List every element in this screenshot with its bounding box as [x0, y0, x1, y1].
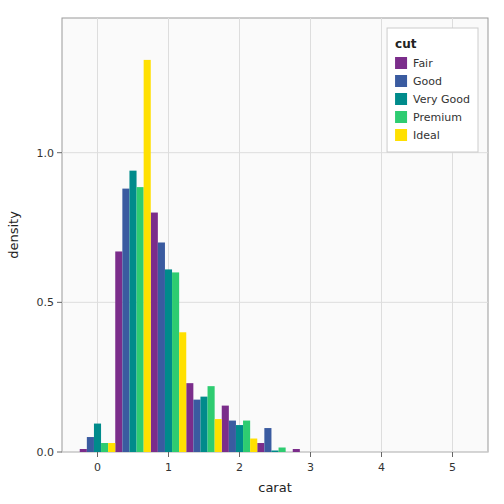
legend-box — [387, 28, 478, 152]
bar — [101, 443, 108, 452]
grid-line — [97, 18, 98, 452]
tick-label: 0.5 — [37, 296, 55, 309]
tick-label: 4 — [378, 461, 385, 474]
bar — [186, 383, 193, 452]
grid — [62, 18, 488, 452]
legend-swatch — [395, 57, 407, 69]
bar — [229, 421, 236, 452]
tick-mark — [239, 452, 240, 457]
bar — [236, 425, 243, 452]
tick-label: 2 — [236, 461, 243, 474]
legend-swatch — [395, 75, 407, 87]
bar — [94, 424, 101, 452]
bar — [151, 213, 158, 452]
bar — [87, 437, 94, 452]
bar — [286, 452, 293, 453]
bar — [80, 449, 87, 452]
bar — [264, 428, 271, 452]
tick-mark — [452, 452, 453, 457]
bar — [208, 386, 215, 452]
tick-label: 5 — [449, 461, 456, 474]
x-axis-label: carat — [258, 480, 292, 495]
bar — [257, 443, 264, 452]
bar — [115, 251, 122, 452]
bar — [250, 439, 257, 452]
grid-line — [381, 18, 382, 452]
bar — [137, 187, 144, 452]
bar — [293, 449, 300, 452]
bar — [321, 452, 328, 453]
tick-mark — [168, 452, 169, 457]
tick-mark — [97, 452, 98, 457]
bar — [144, 60, 151, 452]
bar — [243, 421, 250, 452]
legend-swatch — [395, 129, 407, 141]
legend-label: Very Good — [413, 93, 470, 106]
legend-label: Fair — [413, 57, 433, 70]
ticks: 0.0 0.5 1.0 0 1 2 3 4 5 — [37, 147, 457, 474]
bars — [80, 60, 300, 452]
y-axis-label: density — [6, 211, 21, 259]
legend-label: Premium — [413, 111, 462, 124]
tick-mark — [57, 302, 62, 303]
bar — [271, 451, 278, 452]
chart: 0.0 0.5 1.0 0 1 2 3 4 5 carat density cut Fair Good Ve… — [0, 0, 504, 504]
tick-label: 3 — [307, 461, 314, 474]
tick-label: 1 — [165, 461, 172, 474]
legend: cut Fair Good Very Good Premium Ideal — [387, 28, 478, 152]
bar — [172, 272, 179, 452]
bar — [158, 242, 165, 452]
bar — [193, 400, 200, 452]
legend-swatch — [395, 111, 407, 123]
bar — [108, 443, 115, 452]
tick-label: 0 — [94, 461, 101, 474]
tick-mark — [381, 452, 382, 457]
grid-line — [310, 18, 311, 452]
bar — [300, 452, 307, 453]
legend-label: Good — [413, 75, 442, 88]
bar — [222, 406, 229, 452]
grid-line — [239, 18, 240, 452]
bar — [307, 452, 314, 453]
bar — [179, 332, 186, 452]
tick-label: 1.0 — [37, 147, 55, 160]
tick-mark — [57, 152, 62, 153]
tick-mark — [57, 452, 62, 453]
legend-title: cut — [395, 37, 417, 51]
tick-mark — [310, 452, 311, 457]
tick-label: 0.0 — [37, 446, 55, 459]
bar — [122, 189, 129, 452]
legend-swatch — [395, 93, 407, 105]
bar — [129, 171, 136, 452]
bar — [165, 269, 172, 452]
bar — [279, 448, 286, 452]
bar — [314, 452, 321, 453]
bar — [215, 419, 222, 452]
bar — [200, 397, 207, 452]
plot-frame — [62, 18, 488, 452]
legend-label: Ideal — [413, 129, 440, 142]
